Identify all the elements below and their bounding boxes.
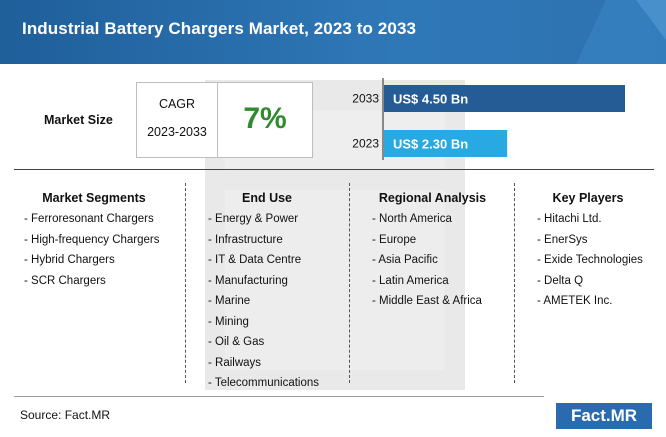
cagr-period: 2023-2033 [147,125,207,139]
title-banner: Industrial Battery Chargers Market, 2023… [0,0,666,64]
end-use-list: - Energy & Power - Infrastructure - IT & D… [208,209,319,394]
cagr-value: 7% [243,102,287,135]
bar-value-label: US$ 2.30 Bn [393,137,468,152]
list-item: - North America [372,213,452,225]
section-title-key-players: Key Players [552,191,624,205]
list-item: - Marine [208,295,251,307]
list-item: - EnerSys [537,233,588,246]
bar-category-label: 2033 [352,92,379,106]
bar-value-label: US$ 4.50 Bn [393,92,468,107]
bar-2033 [384,85,625,112]
section-divider [14,169,654,170]
list-item: - Ferroresonant Chargers [24,213,154,225]
header-decoration [576,0,666,64]
list-item: - Delta Q [537,274,584,287]
page-title: Industrial Battery Chargers Market, 2023… [22,19,417,38]
list-item: - Manufacturing [208,274,288,287]
factmr-logo: Fact.MR [556,403,652,429]
column-separator [185,183,186,383]
bar-category-label: 2023 [352,137,379,151]
list-item: - Exide Technologies [537,254,643,266]
market-size-bar-chart: 2033 US$ 4.50 Bn 2023 US$ 2.30 Bn [352,78,625,160]
list-item: - Energy & Power [208,213,299,225]
list-item: - AMETEK Inc. [537,295,613,307]
list-item: - Infrastructure [208,233,283,246]
list-item: - Hybrid Chargers [24,254,115,266]
cagr-label: CAGR [158,97,196,111]
bar-2023 [384,130,508,157]
column-separator [349,183,350,383]
footer-divider [14,396,544,397]
list-item: - Mining [208,315,249,328]
list-item: - Oil & Gas [208,336,265,348]
list-item: - Asia Pacific [372,254,438,266]
list-item: - SCR Chargers [24,274,106,287]
list-item: - Hitachi Ltd. [537,213,602,225]
market-segments-list: - Ferroresonant Chargers - High-frequency… [24,209,160,291]
list-item: - Middle East & Africa [372,295,482,307]
key-players-list: - Hitachi Ltd. - EnerSys - Exide Technolog… [537,209,643,312]
cagr-box: CAGR 2023-2033 7% [136,82,313,158]
list-item: - IT & Data Centre [208,254,302,266]
market-size-label: Market Size [44,113,113,127]
list-item: - High-frequency Chargers [24,233,160,246]
list-item: - Railways [208,356,262,369]
section-title-end-use: End Use [241,191,292,205]
source-note: Source: Fact.MR [20,408,111,422]
list-item: - Latin America [372,274,449,287]
list-item: - Europe [372,233,417,246]
list-item: - Telecommunications [208,377,320,389]
section-title-regional-analysis: Regional Analysis [378,191,487,205]
section-title-market-segments: Market Segments [42,191,146,205]
regional-analysis-list: - North America - Europe - Asia Pacific - L… [372,209,482,312]
cagr-divider [217,83,218,157]
column-separator [514,183,515,383]
